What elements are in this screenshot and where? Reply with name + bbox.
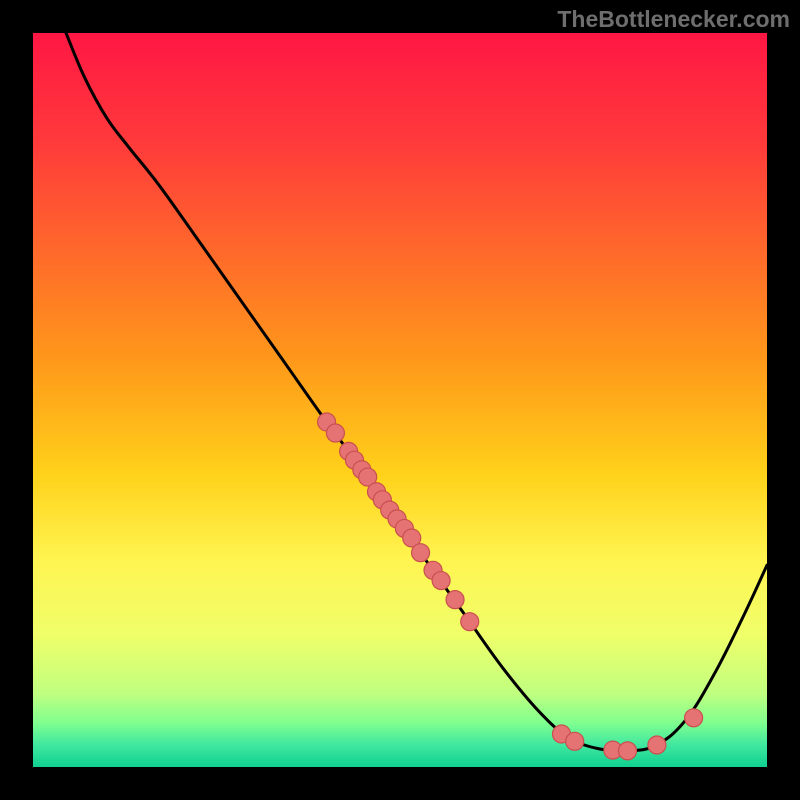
chart-container: TheBottlenecker.com bbox=[0, 0, 800, 800]
watermark-text: TheBottlenecker.com bbox=[557, 6, 790, 33]
gradient-background bbox=[33, 33, 767, 767]
